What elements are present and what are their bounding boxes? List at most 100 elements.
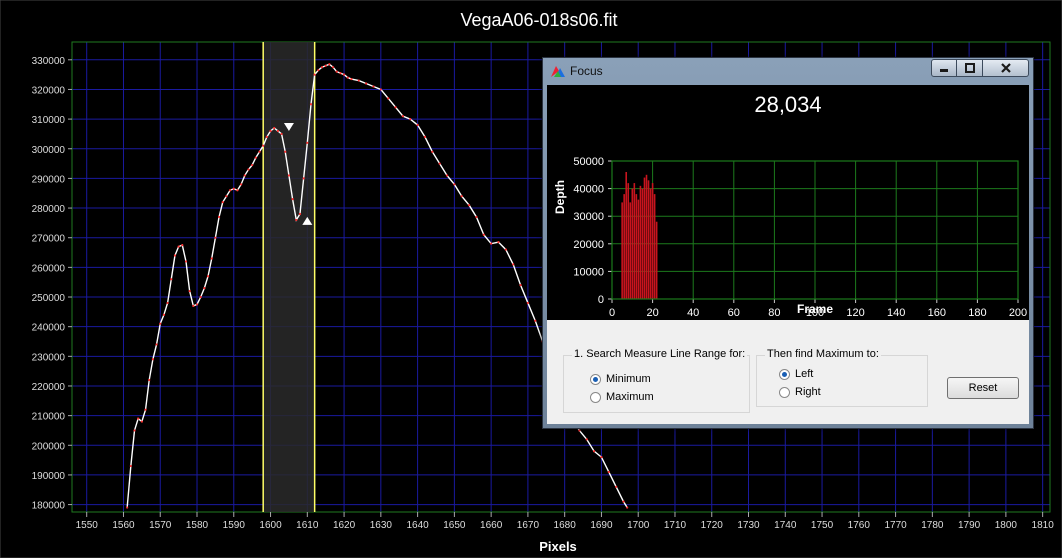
data-point (313, 73, 316, 76)
data-point (240, 183, 243, 186)
y-tick-label: 240000 (32, 323, 66, 334)
data-point (228, 189, 232, 192)
minimize-button[interactable] (931, 59, 957, 77)
data-point (467, 203, 471, 207)
data-point (512, 263, 515, 266)
radio-maximum[interactable]: Maximum (590, 391, 654, 403)
data-point (519, 284, 522, 287)
data-point (225, 195, 228, 198)
data-point (445, 174, 449, 177)
data-point (195, 303, 199, 306)
radio-minimum[interactable]: Minimum (590, 373, 651, 385)
data-point (284, 150, 287, 153)
data-point (251, 163, 254, 167)
main-axes: 1550 1560 1570 1580 1590 1600 1610 1620 1630 1640… (32, 56, 1055, 531)
maximize-icon (964, 63, 975, 73)
data-point (394, 106, 397, 109)
data-point (320, 66, 324, 69)
focus-chart-area: 28,034 0 20 40 60 80 100 120 140 160 180 200 0 10000… (547, 85, 1029, 320)
main-series (126, 63, 629, 509)
data-point (482, 233, 485, 236)
data-point (140, 420, 143, 423)
focus-y-tick-label: 40000 (573, 184, 604, 196)
data-point (453, 183, 456, 186)
data-point (302, 177, 305, 180)
x-tick-label: 1620 (333, 520, 356, 531)
focus-x-tick-label: 0 (609, 307, 615, 319)
data-point (438, 162, 441, 165)
data-point (133, 429, 136, 432)
data-point (626, 506, 629, 509)
x-tick-label: 1760 (848, 520, 871, 531)
data-point (155, 343, 158, 346)
data-point (585, 438, 588, 441)
data-point (203, 287, 206, 290)
focus-plot-border (611, 160, 1019, 300)
focus-y-tick-label: 20000 (573, 239, 604, 251)
data-point (350, 77, 353, 81)
focus-dialog[interactable]: Focus 28,034 0 20 40 60 80 100 120 140 160 180 200… (542, 57, 1034, 429)
focus-x-tick-label: 100 (806, 307, 824, 319)
radio-left-circle[interactable] (779, 368, 790, 380)
search-range-group: 1. Search Measure Line Range for: Minimu… (563, 348, 750, 413)
y-tick-label: 270000 (32, 234, 66, 245)
focus-x-tick-label: 120 (846, 307, 864, 319)
data-point (184, 260, 188, 263)
radio-right-circle[interactable] (779, 386, 790, 398)
min-marker-icon[interactable] (302, 216, 313, 225)
data-point (423, 135, 427, 138)
max-marker-icon[interactable] (283, 122, 294, 131)
data-point (379, 88, 382, 91)
measure-range-band[interactable] (263, 42, 315, 512)
data-point (206, 275, 210, 278)
data-point (144, 408, 147, 411)
close-icon (1000, 63, 1011, 73)
close-button[interactable] (983, 59, 1029, 77)
radio-minimum-circle[interactable] (590, 373, 601, 385)
dialog-titlebar[interactable]: Focus (543, 58, 1033, 84)
y-tick-label: 300000 (32, 145, 66, 156)
data-point (475, 215, 478, 219)
data-point (177, 245, 180, 248)
focus-axes: 0 20 40 60 80 100 120 140 160 180 200 0 10000 20000 30… (573, 156, 1027, 319)
data-point (309, 103, 313, 106)
x-tick-label: 1650 (443, 520, 466, 531)
x-tick-label: 1710 (664, 520, 687, 531)
maximize-button[interactable] (957, 59, 983, 77)
y-tick-label: 200000 (32, 441, 66, 452)
data-point (578, 429, 581, 432)
data-point (258, 150, 261, 153)
focus-x-tick-label: 160 (928, 307, 946, 319)
x-tick-label: 1550 (76, 520, 99, 531)
main-markers (283, 122, 313, 225)
data-point (243, 174, 246, 177)
data-point (181, 244, 184, 247)
reset-button[interactable]: Reset (947, 377, 1019, 399)
data-point (232, 187, 235, 190)
radio-maximum-circle[interactable] (590, 391, 601, 403)
data-point (306, 141, 309, 144)
focus-value: 28,034 (754, 92, 821, 117)
data-point (159, 322, 162, 325)
data-point (137, 417, 140, 420)
y-tick-label: 310000 (32, 115, 66, 126)
focus-y-tick-label: 50000 (573, 156, 604, 168)
radio-right[interactable]: Right (779, 386, 821, 398)
data-point (276, 129, 279, 133)
data-point (265, 135, 268, 138)
data-point (298, 212, 302, 216)
x-tick-label: 1770 (884, 520, 907, 531)
x-tick-label: 1580 (186, 520, 209, 531)
data-point (192, 304, 195, 308)
data-point (339, 72, 342, 75)
radio-left[interactable]: Left (779, 368, 813, 380)
focus-chart: 28,034 0 20 40 60 80 100 120 140 160 180 200 0 10000… (553, 92, 1027, 319)
data-point (217, 215, 221, 219)
y-tick-label: 250000 (32, 293, 66, 304)
data-point (317, 69, 320, 72)
window-controls (931, 59, 1029, 77)
y-tick-label: 180000 (32, 501, 66, 512)
focus-bars (621, 172, 658, 299)
data-point (170, 278, 173, 281)
radio-right-label: Right (795, 386, 821, 398)
